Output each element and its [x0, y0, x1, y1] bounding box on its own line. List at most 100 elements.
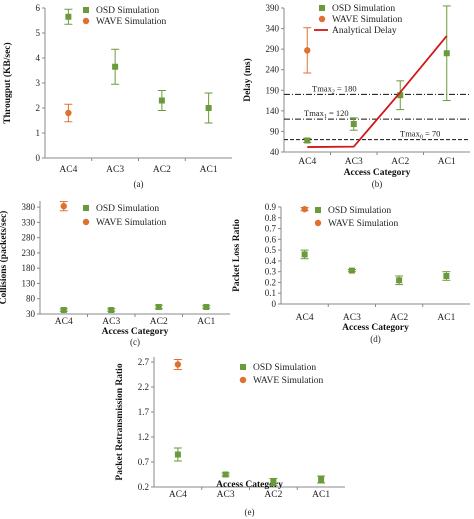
legend-square-marker	[319, 5, 325, 11]
legend-square-marker	[240, 364, 246, 370]
y-tick-label: 0.9	[265, 202, 277, 212]
legend-circle-marker	[82, 17, 90, 25]
panel-caption: (c)	[130, 337, 140, 347]
y-tick-label: 280	[22, 233, 36, 243]
y-tick-label: 330	[22, 217, 36, 227]
legend-square-marker	[83, 205, 89, 211]
x-tick-label: AC2	[391, 157, 409, 167]
reference-line-label: Tmax1 = 120	[304, 108, 349, 120]
y-tick-label: 0.2	[265, 277, 276, 287]
y-tick-label: 30	[26, 309, 36, 319]
y-tick-label: 3	[36, 78, 41, 88]
legend-square-marker	[315, 207, 321, 213]
osd-data-point	[158, 97, 165, 104]
legend: OSD Simulation WAVE Simulation	[239, 363, 324, 386]
chart-panel-e: 0.2 0.7 1.2 1.7 2.2 2.7 AC4 AC3 AC2 AC1 Access Cat…	[115, 357, 345, 517]
x-axis-title: Access Category	[216, 480, 283, 490]
osd-data-point	[301, 251, 308, 258]
x-tick-label: AC4	[55, 317, 73, 327]
analytical-delay-line	[307, 35, 448, 148]
y-tick-label: 2.7	[138, 357, 150, 367]
y-tick-label: 0.5	[265, 245, 277, 255]
wave-data-point	[65, 109, 72, 117]
legend-label: OSD Simulation	[96, 6, 159, 16]
osd-data-point	[396, 277, 403, 284]
legend-label: WAVE Simulation	[332, 15, 403, 25]
x-tick-label: AC2	[150, 317, 168, 327]
osd-data-point	[222, 471, 229, 478]
y-tick-label: 0.7	[265, 224, 277, 234]
y-tick-label: 0.1	[265, 288, 276, 298]
legend-label: OSD Simulation	[253, 363, 316, 373]
osd-data-point	[203, 303, 210, 310]
osd-data-point	[108, 307, 115, 314]
y-tick-label: 240	[266, 65, 280, 75]
x-tick-label: AC4	[296, 313, 314, 323]
legend-label: OSD Simulation	[332, 4, 395, 14]
reference-line-label: Tmax0 = 70	[400, 129, 440, 141]
x-tick-label: AC1	[438, 157, 456, 167]
y-tick-label: 190	[266, 85, 280, 95]
legend-label: WAVE Simulation	[328, 219, 399, 229]
osd-data-point	[270, 479, 277, 485]
osd-data-point	[443, 50, 450, 57]
chart-panel-b: 40 90 140 190 240 290 340 390 AC4 AC3 AC2 AC1 Access…	[242, 3, 470, 189]
y-axis-title: Packet Retransmission Ratio	[115, 363, 125, 480]
y-tick-label: 40	[270, 147, 280, 157]
y-tick-label: 340	[266, 24, 280, 34]
y-tick-label: 130	[22, 278, 36, 288]
legend-circle-marker	[239, 376, 247, 384]
osd-data-point	[112, 63, 119, 70]
x-tick-label: AC4	[298, 157, 316, 167]
x-tick-label: AC3	[345, 157, 363, 167]
x-axis-title: Access Category	[102, 327, 169, 337]
y-tick-label: 140	[266, 106, 280, 116]
x-tick-label: AC1	[312, 490, 330, 500]
legend-label: WAVE Simulation	[253, 376, 324, 386]
y-tick-label: 4	[36, 53, 41, 63]
legend-circle-marker	[82, 218, 90, 226]
osd-data-point	[174, 451, 181, 458]
y-axis-title: Delay (ms)	[242, 58, 253, 102]
legend-label: WAVE Simulation	[96, 17, 167, 27]
osd-data-point	[318, 476, 325, 483]
y-tick-label: 2.2	[138, 382, 149, 392]
x-tick-label: AC3	[102, 317, 120, 327]
x-tick-label: AC3	[106, 165, 124, 175]
y-tick-label: 0.4	[265, 256, 277, 266]
y-tick-label: 2	[36, 103, 41, 113]
legend-square-marker	[83, 7, 89, 13]
y-tick-label: 5	[36, 28, 41, 38]
chart-panel-d: 00.10.20.30.40.50.60.70.80.9 AC4 AC3 AC2 AC1…	[232, 202, 470, 344]
legend-label: Analytical Delay	[332, 26, 397, 36]
panel-caption: (e)	[245, 507, 255, 517]
y-tick-label: 390	[266, 3, 280, 13]
y-tick-label: 0	[272, 299, 277, 309]
panel-caption: (b)	[372, 179, 383, 189]
panel-caption: (a)	[134, 179, 144, 189]
osd-data-point	[155, 303, 162, 310]
y-tick-label: 0.6	[265, 234, 277, 244]
wave-data-point	[174, 361, 182, 368]
y-tick-label: 0.8	[265, 213, 277, 223]
legend-label: OSD Simulation	[96, 204, 159, 214]
y-tick-label: 230	[22, 248, 36, 258]
y-tick-label: 1	[36, 128, 41, 138]
x-tick-label: AC4	[169, 490, 187, 500]
y-tick-label: 1.7	[138, 407, 150, 417]
y-tick-label: 0.2	[138, 482, 149, 492]
y-axis-title: Througput (KB/sec)	[2, 42, 13, 123]
y-tick-label: 80	[26, 294, 36, 304]
reference-line-label: Tmax2 = 180	[312, 83, 357, 95]
osd-data-point	[443, 272, 450, 279]
y-tick-label: 90	[270, 126, 280, 136]
x-tick-label: AC1	[200, 165, 218, 175]
x-tick-label: AC4	[59, 165, 77, 175]
y-tick-label: 1.2	[138, 432, 149, 442]
osd-data-point	[60, 307, 67, 314]
legend-circle-marker	[314, 219, 322, 227]
